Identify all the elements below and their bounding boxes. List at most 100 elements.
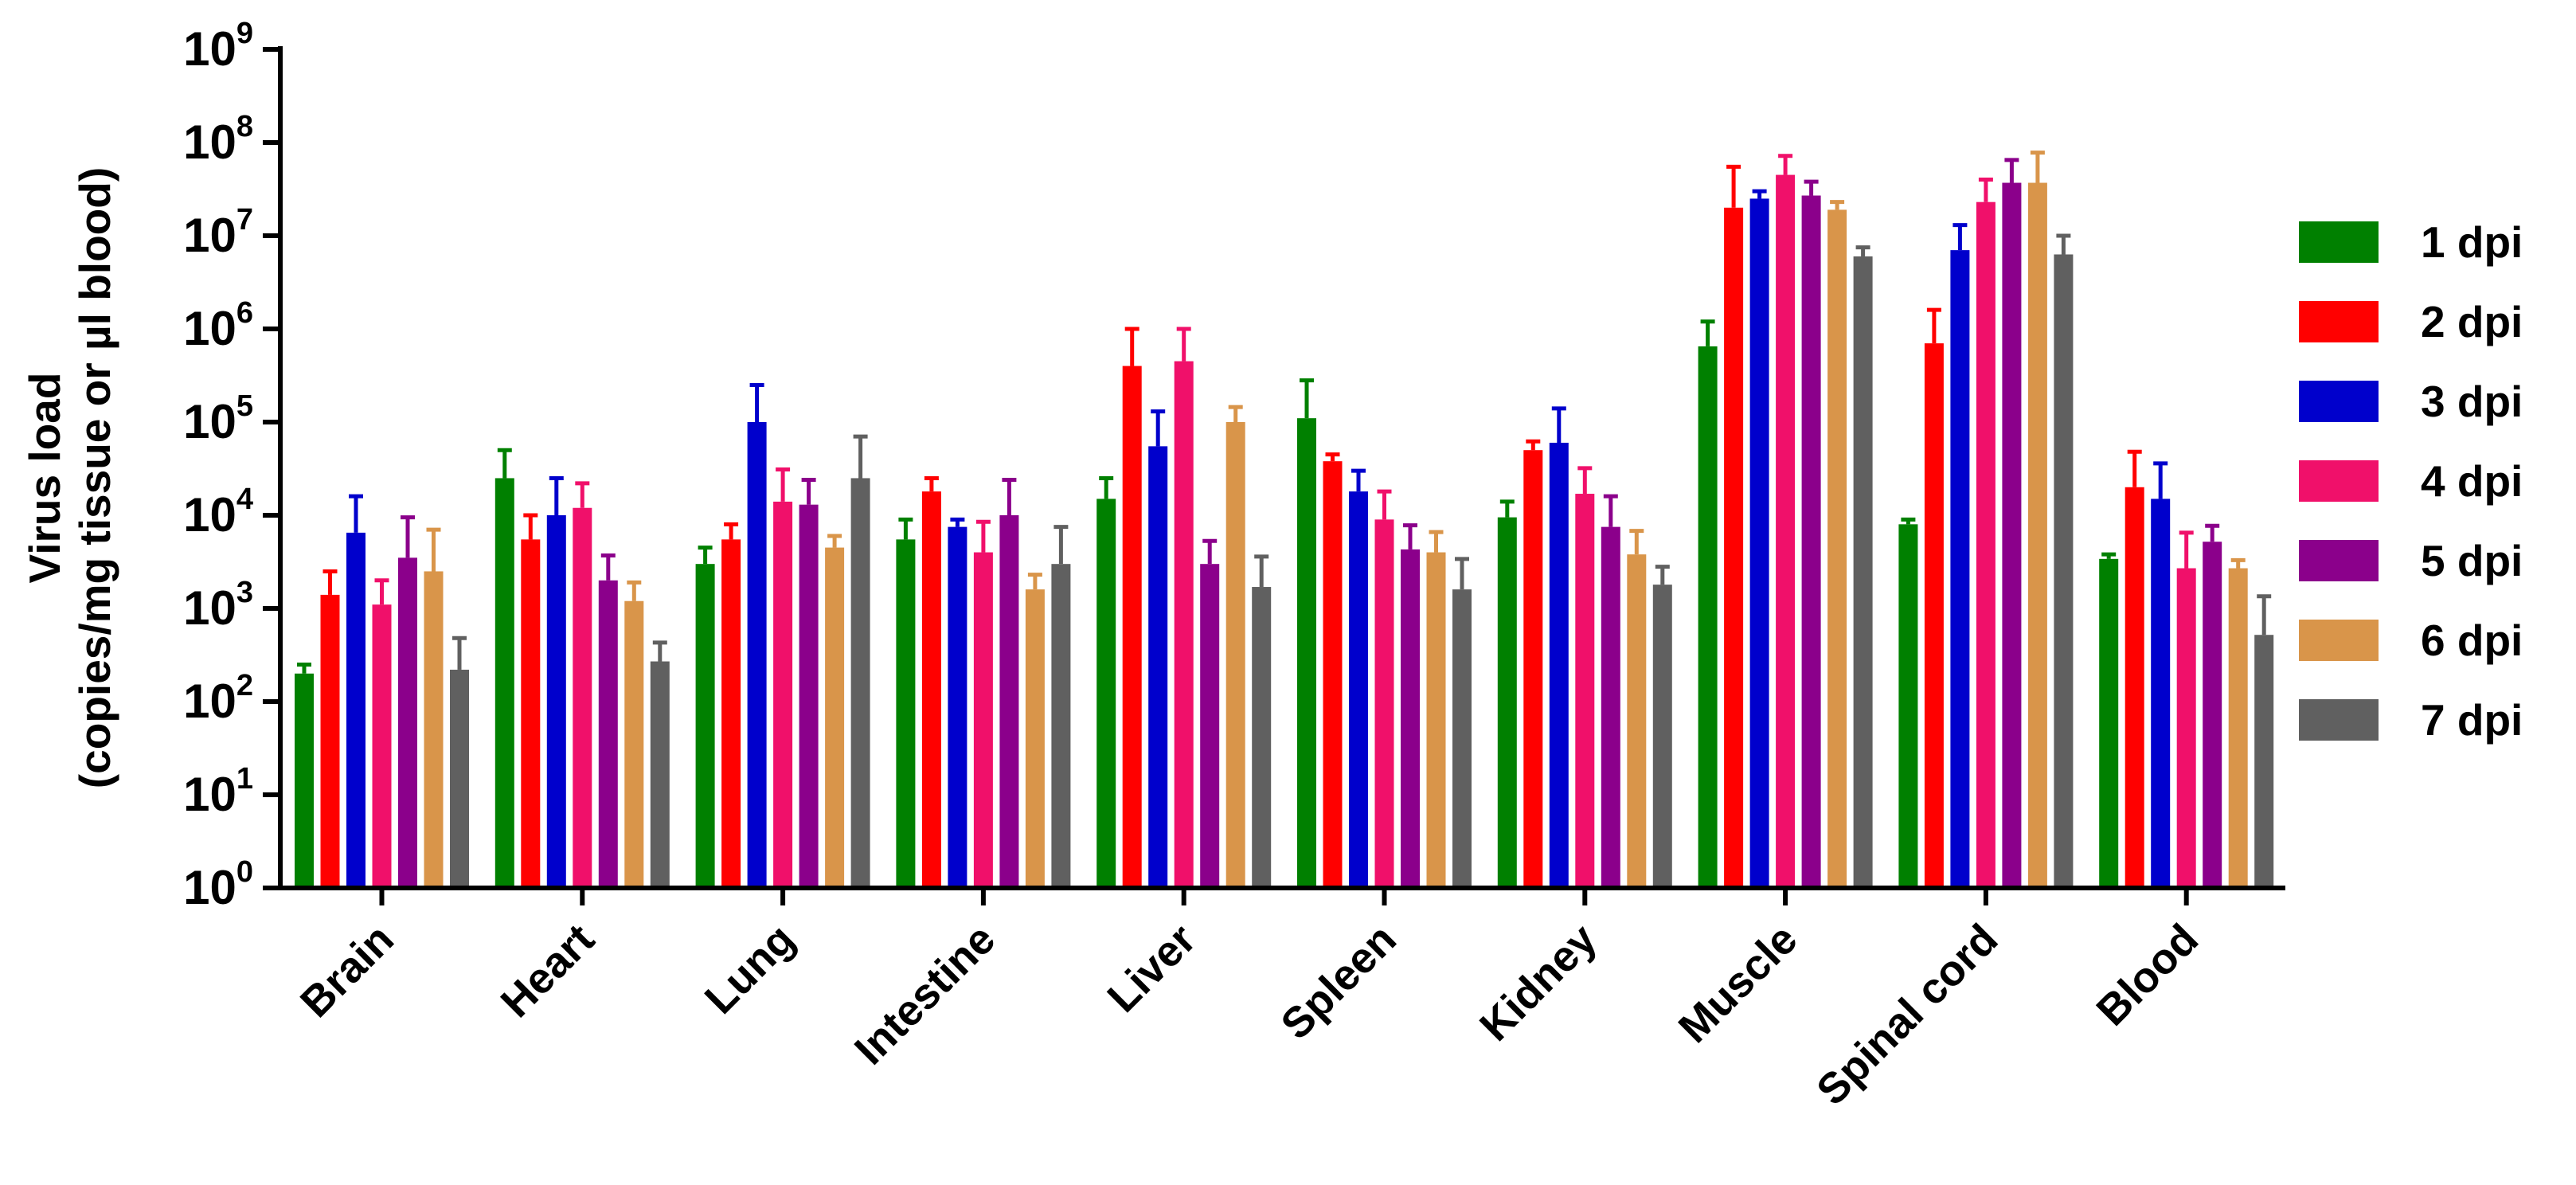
bar-4-dpi-kidney <box>1575 466 1595 886</box>
bar-1-dpi-lung <box>695 546 715 886</box>
bar-4-dpi-spinal-cord <box>1976 178 1996 886</box>
bar-5-dpi-muscle <box>1801 179 1821 886</box>
legend-item: 6 dpi <box>2299 616 2523 665</box>
x-tick-label: Liver <box>1098 915 1205 1022</box>
bar-2-dpi-spleen <box>1323 452 1343 886</box>
bar-6-dpi-brain <box>424 527 444 886</box>
bar-7-dpi-liver <box>1252 554 1272 886</box>
bar <box>1497 517 1517 886</box>
bar <box>2203 542 2222 886</box>
bar <box>1096 499 1116 886</box>
bar <box>1200 564 1220 886</box>
bar <box>695 564 715 886</box>
bar <box>398 557 417 886</box>
bar <box>1924 343 1944 886</box>
legend-label: 4 dpi <box>2421 456 2523 506</box>
bar-1-dpi-heart <box>494 448 514 886</box>
bar <box>1452 589 1472 886</box>
y-tick-label: 101 <box>183 762 253 821</box>
y-tick-label: 103 <box>183 576 253 635</box>
bar <box>1724 207 1744 886</box>
bar <box>1601 526 1620 886</box>
bar-3-dpi-lung <box>747 382 767 886</box>
bar <box>1776 174 1796 886</box>
bar <box>1549 442 1569 886</box>
bar <box>346 532 365 886</box>
bar-6-dpi-liver <box>1225 405 1245 886</box>
bar-2-dpi-muscle <box>1724 164 1744 886</box>
bar-3-dpi-intestine <box>948 517 967 886</box>
bar <box>598 580 618 886</box>
bar <box>1051 564 1071 886</box>
bar <box>372 604 392 886</box>
bar <box>1801 195 1821 886</box>
bar <box>1950 250 1970 886</box>
bar-5-dpi-spleen <box>1401 523 1420 886</box>
bar <box>2125 487 2144 886</box>
y-tick-label: 100 <box>183 855 253 914</box>
bar-2-dpi-intestine <box>921 475 941 886</box>
bar <box>825 547 845 886</box>
legend-swatch <box>2299 221 2379 263</box>
legend-item: 2 dpi <box>2299 297 2523 346</box>
bar <box>896 539 916 886</box>
bar-1-dpi-intestine <box>896 517 916 886</box>
bar <box>1749 198 1769 886</box>
bar-5-dpi-spinal-cord <box>2002 158 2022 886</box>
legend-item: 3 dpi <box>2299 377 2523 426</box>
bar-4-dpi-intestine <box>973 519 993 886</box>
bar-4-dpi-heart <box>573 481 592 886</box>
bar <box>1898 524 1918 886</box>
bar-7-dpi-muscle <box>1853 245 1873 886</box>
bar <box>1323 461 1343 886</box>
bar-2-dpi-heart <box>521 513 541 886</box>
bar-1-dpi-liver <box>1096 475 1116 886</box>
bar-5-dpi-kidney <box>1601 494 1620 886</box>
bar-4-dpi-spleen <box>1374 489 1394 886</box>
bar-5-dpi-intestine <box>999 478 1019 886</box>
bars <box>295 151 2274 886</box>
bar-5-dpi-blood <box>2203 523 2222 886</box>
y-tick-label: 106 <box>183 296 253 355</box>
legend-label: 5 dpi <box>2421 536 2523 585</box>
x-tick-label: Kidney <box>1471 915 1606 1050</box>
bar-7-dpi-lung <box>850 434 870 886</box>
bar <box>1122 366 1142 886</box>
bar <box>1148 446 1168 886</box>
bar <box>1225 422 1245 886</box>
x-tick-label: Spleen <box>1272 915 1405 1049</box>
bar-1-dpi-blood <box>2099 552 2119 886</box>
bar-1-dpi-spleen <box>1297 378 1316 886</box>
bar-5-dpi-liver <box>1200 538 1220 886</box>
bar <box>650 661 670 886</box>
bar-1-dpi-brain <box>295 662 314 886</box>
bar-5-dpi-brain <box>398 515 417 886</box>
bar-7-dpi-spinal-cord <box>2054 233 2074 886</box>
bar-1-dpi-kidney <box>1497 499 1517 886</box>
x-tick-label: Blood <box>2088 915 2208 1035</box>
bar <box>1349 491 1368 886</box>
legend-swatch <box>2299 460 2379 502</box>
bar <box>721 539 741 886</box>
bar <box>2002 182 2022 886</box>
bar <box>1976 201 1996 886</box>
legend-swatch <box>2299 540 2379 581</box>
bar <box>546 515 566 886</box>
bar-2-dpi-lung <box>721 522 741 886</box>
bar-3-dpi-kidney <box>1549 406 1569 886</box>
bar <box>773 501 793 886</box>
bar-5-dpi-lung <box>799 478 819 886</box>
bar <box>1827 209 1847 886</box>
bar <box>2027 182 2047 886</box>
legend: 1 dpi 2 dpi 3 dpi 4 dpi 5 dpi 6 dpi 7 dpi <box>2299 217 2523 745</box>
bar-4-dpi-blood <box>2176 530 2196 886</box>
x-tick-label: Heart <box>492 915 604 1027</box>
bar-3-dpi-heart <box>546 475 566 886</box>
bar <box>850 478 870 886</box>
legend-label: 7 dpi <box>2421 695 2523 745</box>
bar-7-dpi-kidney <box>1652 565 1672 886</box>
bar <box>747 422 767 886</box>
bar-2-dpi-blood <box>2125 449 2144 886</box>
bar <box>320 594 340 886</box>
